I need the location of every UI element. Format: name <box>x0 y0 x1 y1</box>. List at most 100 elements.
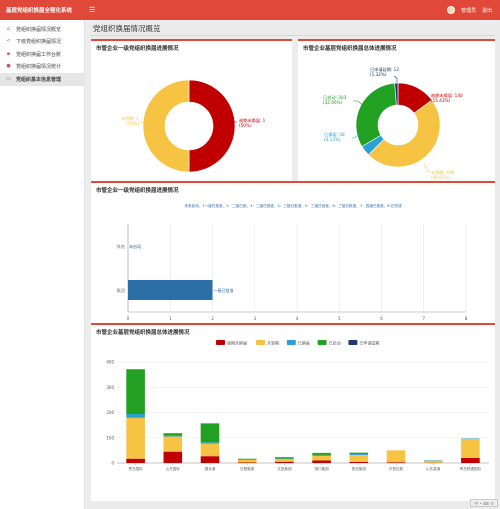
y-tick-label: 0 <box>111 461 114 466</box>
x-category-label: 山东高速 <box>426 466 441 471</box>
chart-subtitle: 未来启动、1一接已批准、2：二接已批、3：二接已批准、4：三接已批准、5：三接已… <box>184 203 402 208</box>
bar-segment <box>126 458 145 463</box>
book-icon: ▪ <box>6 50 11 57</box>
pie-label: (1.32%) <box>370 72 387 77</box>
y-category-label: 其他 <box>117 243 126 250</box>
x-tick-label: 2 <box>211 316 214 321</box>
bar-segment <box>163 435 183 437</box>
bar-segment <box>312 455 331 461</box>
logout-link[interactable]: 退出 <box>481 7 492 14</box>
x-category-label: 华鲁控股 <box>389 466 404 471</box>
bar-segment <box>312 460 331 463</box>
top-level-donut-chart: 逾期未换届: 1(50%)未到期: 1(50%) <box>121 79 266 173</box>
pie-label: 未到期: 1 <box>121 115 139 122</box>
sidebar-item-label: 党组织基本信息管理 <box>16 76 62 83</box>
page-scroll-widget[interactable]: 中 • ⌨ ☰ <box>470 499 498 507</box>
pie-label: 已换届: 38 <box>324 131 345 138</box>
bar-segment <box>275 457 294 459</box>
bar-segment <box>163 451 183 463</box>
bar <box>128 280 213 300</box>
bar-segment <box>126 417 145 459</box>
bar-segment <box>200 443 220 457</box>
bar-segment <box>423 460 443 461</box>
panel-title: 市管企业基层党组织换届总体进展情况 <box>96 330 190 336</box>
x-tick-label: 5 <box>338 316 341 321</box>
user-name[interactable]: 管理员 <box>460 7 476 14</box>
legend-swatch <box>286 340 296 345</box>
bar-segment <box>126 414 145 418</box>
pie-label: 已申请延期: 12 <box>370 66 399 73</box>
sidebar-item-overview[interactable]: ⌂ 党组织换届情况概览 <box>0 23 84 36</box>
pie-slice-已启动 <box>355 82 397 147</box>
bar-segment <box>237 459 257 460</box>
legend-swatch <box>256 340 265 345</box>
sidebar-item-label: 党组织换届情况概览 <box>16 26 62 33</box>
x-category-label: 港口集团 <box>314 466 329 471</box>
pie-label-line <box>393 75 398 83</box>
pie-label: 逾期未换届: 140 <box>431 92 463 99</box>
bar-segment <box>349 452 369 454</box>
bar-segment <box>200 442 220 444</box>
top-level-bar-chart: 未来启动、1一接已批准、2：二接已批、3：二接已批准、4：三接已批准、5：三接已… <box>117 203 468 321</box>
sidebar: ⌂ 党组织换届情况概览 < 下级党组织换届情况 ▪ 党组织换届工作台账 ● 党组… <box>0 20 85 509</box>
legend-label: 已换届 <box>298 340 310 346</box>
pie-label-line <box>353 100 365 107</box>
avatar[interactable] <box>446 6 455 14</box>
bar-segment <box>386 450 406 463</box>
bar-segment <box>312 454 331 456</box>
panel-title: 市管企业一级党组织换届进展情况 <box>96 188 179 194</box>
bar-segment <box>461 439 480 458</box>
bar-segment <box>200 423 220 443</box>
bar-segment <box>275 459 294 462</box>
pie-label: 未到期: 446 <box>431 169 455 176</box>
pie-slice-未到期 <box>142 79 190 173</box>
x-category-label: 青岛国际 <box>128 466 143 471</box>
bar-segment <box>312 452 331 455</box>
page-title: 党组织换届情况概览 <box>93 24 161 33</box>
legend-label: 逾期未换届 <box>227 340 247 346</box>
pie-label: (15.43%) <box>431 98 451 103</box>
x-tick-label: 8 <box>465 316 468 321</box>
pie-label: (49.07%) <box>431 175 451 180</box>
bar-segment <box>461 438 480 440</box>
pie-slice-逾期未换届 <box>188 79 236 173</box>
bar-segment <box>349 454 369 462</box>
pie-slice-已申请延期 <box>394 82 399 106</box>
menu-toggle-icon[interactable]: ☰ <box>89 6 96 14</box>
grassroots-donut-chart: 逾期未换届: 140(15.43%) 未到期: 446(49.07%) 已换届: 3… <box>323 66 463 180</box>
bar-segment <box>126 369 145 415</box>
x-category-label: 烟台港 <box>205 466 216 471</box>
bar-segment <box>386 462 406 463</box>
bar-segment <box>237 459 257 463</box>
sidebar-item-subordinate[interactable]: < 下级党组织换届情况 <box>0 36 84 49</box>
x-category-label: 日照集团 <box>240 466 255 471</box>
sidebar-item-basic-info[interactable]: ▭ 党组织基本信息管理 <box>0 73 84 86</box>
x-tick-label: 7 <box>422 316 425 321</box>
sidebar-item-label: 下级党组织换届情况 <box>16 39 62 46</box>
bar-segment <box>423 460 443 463</box>
x-category-label: 山东国际 <box>166 466 181 471</box>
sidebar-item-ledger[interactable]: ▪ 党组织换届工作台账 <box>0 48 84 61</box>
user-area: 管理员 退出 <box>446 0 492 20</box>
top-navbar: 基层党组织换届全程化系统 ☰ 管理员 退出 <box>0 0 500 20</box>
bar-segment <box>237 462 257 463</box>
pie-label: 已启动: 303 <box>323 94 347 101</box>
pie-label: (50%) <box>239 123 252 128</box>
grassroots-stacked-bar-chart: 逾期未换届 未到期 已换届 已启动 已申请延期 0 100 200 300 400 青岛国际 山东国际… <box>106 340 489 471</box>
pie-label: (50%) <box>126 121 139 126</box>
sidebar-item-label: 党组织换届情况统计 <box>16 64 62 71</box>
bar-segment <box>275 461 294 463</box>
y-tick-label: 300 <box>106 385 114 390</box>
pie-label-line <box>352 133 361 139</box>
sidebar-item-statistics[interactable]: ● 党组织换届情况统计 <box>0 61 84 74</box>
bar-segment <box>200 456 220 463</box>
legend-label: 已启动 <box>329 340 341 346</box>
app-title: 基层党组织换届全程化系统 <box>6 8 73 14</box>
bar-segment <box>163 436 183 452</box>
pie-label-line <box>423 163 430 173</box>
pie-label: (32.06%) <box>323 100 343 105</box>
pie-label: 逾期未换届: 1 <box>239 117 266 124</box>
x-tick-label: 4 <box>296 316 299 321</box>
main-content: 党组织换届情况概览 市管企业一级党组织换届进展情况 逾期未换届: 1 (50%) 未… <box>85 20 500 509</box>
bar-segment <box>126 369 145 370</box>
